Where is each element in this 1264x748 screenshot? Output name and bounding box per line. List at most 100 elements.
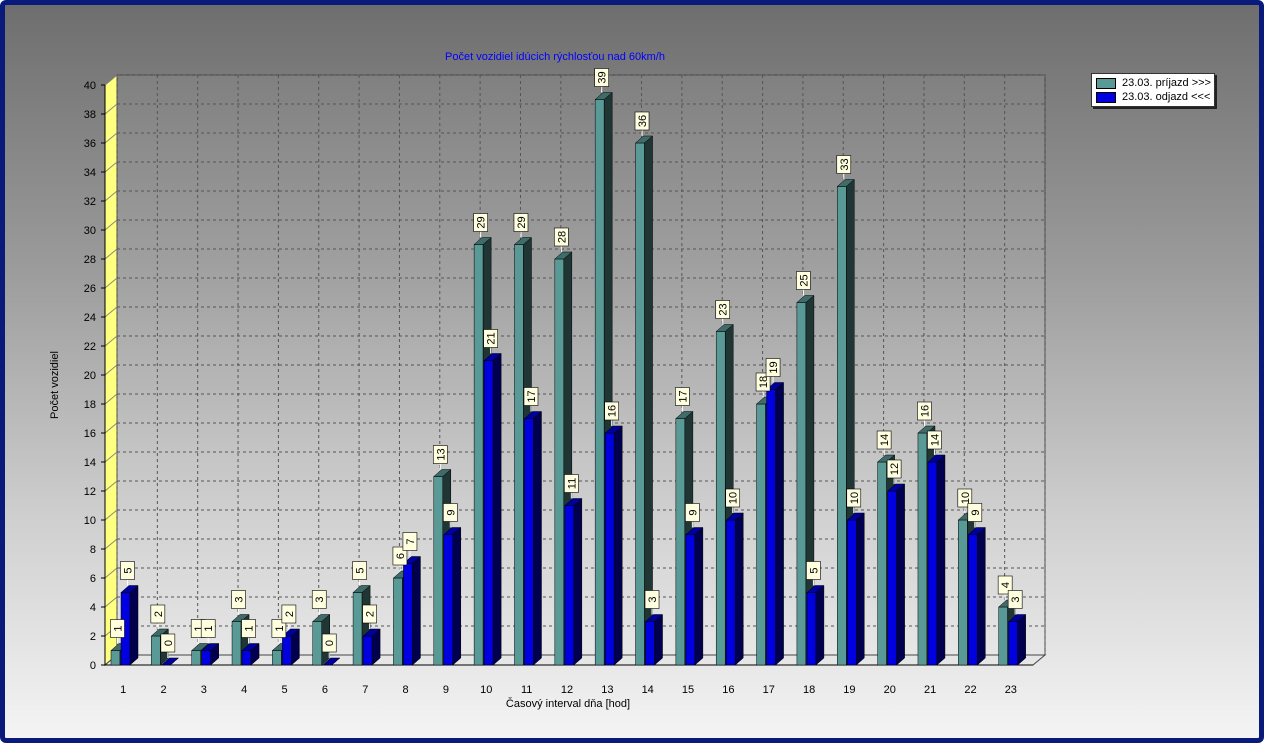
- data-label-box: [675, 387, 690, 406]
- y-tick-label: 26: [84, 283, 96, 295]
- bar-departure-12: [564, 497, 583, 666]
- x-tick-label: 13: [601, 684, 613, 696]
- data-label-box: [564, 474, 579, 493]
- data-label-departure-18: 5: [806, 561, 821, 586]
- y-tick-label: 12: [84, 486, 96, 498]
- bar-arrival-14-front: [635, 142, 645, 666]
- bar-departure-14-front: [645, 621, 655, 666]
- data-label-text: 13: [435, 448, 447, 460]
- bar-departure-16-side: [734, 512, 744, 666]
- data-label-departure-8: 7: [402, 532, 418, 557]
- data-label-departure-4: 1: [241, 619, 256, 644]
- bar-departure-19-front: [847, 519, 857, 666]
- legend-label-departure: 23.03. odjazd <<<: [1122, 91, 1211, 103]
- x-tick-label: 15: [682, 684, 694, 696]
- data-label-box: [967, 503, 983, 522]
- bar-departure-20-front: [887, 490, 897, 666]
- x-tick-label: 7: [362, 684, 368, 696]
- data-label-box: [432, 445, 448, 464]
- data-label-departure-10: 21: [483, 329, 498, 354]
- bar-departure-23-top: [1007, 614, 1027, 622]
- data-label-departure-14: 3: [644, 590, 660, 615]
- bar-departure-1-top: [120, 585, 139, 593]
- gridline-y-side: [104, 103, 118, 115]
- data-label-box: [392, 546, 408, 566]
- data-label-text: 14: [879, 434, 891, 446]
- x-tick-label: 17: [763, 684, 775, 696]
- bar-arrival-9-front: [433, 476, 444, 666]
- y-tick-label: 30: [84, 225, 96, 237]
- data-label-box: [271, 619, 287, 638]
- legend-swatch-arrival: [1096, 77, 1116, 89]
- bar-departure-1-side: [129, 584, 139, 666]
- gridline-y-side: [104, 277, 118, 289]
- data-label-text: 4: [1000, 582, 1012, 588]
- gridline-y-side: [104, 248, 118, 260]
- bar-arrival-20-top: [876, 454, 896, 463]
- bar-departure-1: [120, 584, 139, 666]
- bar-departure-11-front: [524, 418, 534, 666]
- bar-departure-13-top: [604, 425, 623, 434]
- bar-departure-20-side: [896, 483, 905, 666]
- bar-departure-7-front: [362, 635, 373, 666]
- data-label-departure-3: 1: [200, 619, 216, 644]
- data-label-departure-2: 0: [160, 633, 176, 658]
- y-tick-label: 22: [84, 341, 96, 353]
- bar-departure-16-top: [725, 512, 744, 521]
- bar-departure-21-front: [927, 461, 938, 666]
- data-label-box: [1007, 590, 1023, 609]
- bar-departure-19-top: [846, 512, 865, 521]
- data-label-text: 9: [687, 509, 699, 515]
- x-tick-label: 18: [803, 684, 815, 696]
- data-label-box: [241, 619, 256, 638]
- bar-departure-23-side: [1017, 613, 1026, 666]
- bar-departure-19-side: [856, 512, 865, 666]
- data-label-box: [876, 430, 892, 450]
- bar-arrival-21-top: [917, 425, 936, 434]
- gridline-y-side: [104, 509, 118, 521]
- data-label-text: 10: [728, 492, 740, 504]
- data-label-arrival-7: 5: [352, 561, 367, 586]
- data-label-box: [594, 68, 609, 87]
- data-label-arrival-11: 29: [513, 213, 529, 238]
- data-label-box: [725, 488, 741, 508]
- bar-arrival-10-top: [473, 237, 492, 245]
- bar-departure-12-front: [564, 505, 575, 666]
- bar-departure-9-top: [443, 527, 462, 535]
- data-label-box: [604, 401, 619, 421]
- data-label-box: [160, 633, 176, 653]
- data-label-arrival-6: 3: [311, 590, 327, 615]
- gridline-y-side: [104, 422, 118, 434]
- bar-arrival-22-front: [958, 519, 968, 666]
- data-label-text: 1: [203, 625, 215, 631]
- y-tick-label: 8: [90, 544, 96, 556]
- bar-departure-9-front: [443, 534, 454, 666]
- bar-arrival-16-top: [715, 324, 734, 332]
- y-tick-label: 36: [84, 138, 96, 150]
- bar-arrival-1-front: [110, 650, 121, 666]
- chart-legend: 23.03. príjazd >>> 23.03. odjazd <<<: [1091, 73, 1215, 107]
- data-label-box: [886, 459, 902, 479]
- y-tick-label: 18: [84, 399, 96, 411]
- legend-item-arrival: 23.03. príjazd >>>: [1096, 76, 1211, 90]
- data-label-text: 1: [274, 625, 286, 631]
- data-label-box: [513, 213, 529, 232]
- x-tick-label: 23: [1005, 684, 1017, 696]
- data-label-box: [352, 561, 367, 580]
- data-label-text: 16: [607, 405, 619, 417]
- gridline-y-side: [104, 190, 118, 202]
- y-tick-label: 14: [84, 457, 96, 469]
- bar-departure-21-top: [927, 454, 946, 463]
- bar-departure-9-side: [452, 526, 462, 666]
- data-label-arrival-10: 29: [473, 213, 488, 238]
- y-tick-label: 34: [84, 167, 96, 179]
- data-label-text: 18: [758, 376, 770, 388]
- bar-departure-11: [523, 410, 543, 666]
- data-label-text: 0: [324, 640, 336, 646]
- data-label-box: [311, 590, 327, 609]
- bar-arrival-19-front: [837, 186, 847, 666]
- bar-arrival-13-front: [594, 99, 605, 666]
- bar-departure-4-front: [241, 650, 252, 666]
- bar-departure-14-side: [654, 613, 663, 666]
- y-axis-label: Počet vozidiel: [49, 351, 61, 419]
